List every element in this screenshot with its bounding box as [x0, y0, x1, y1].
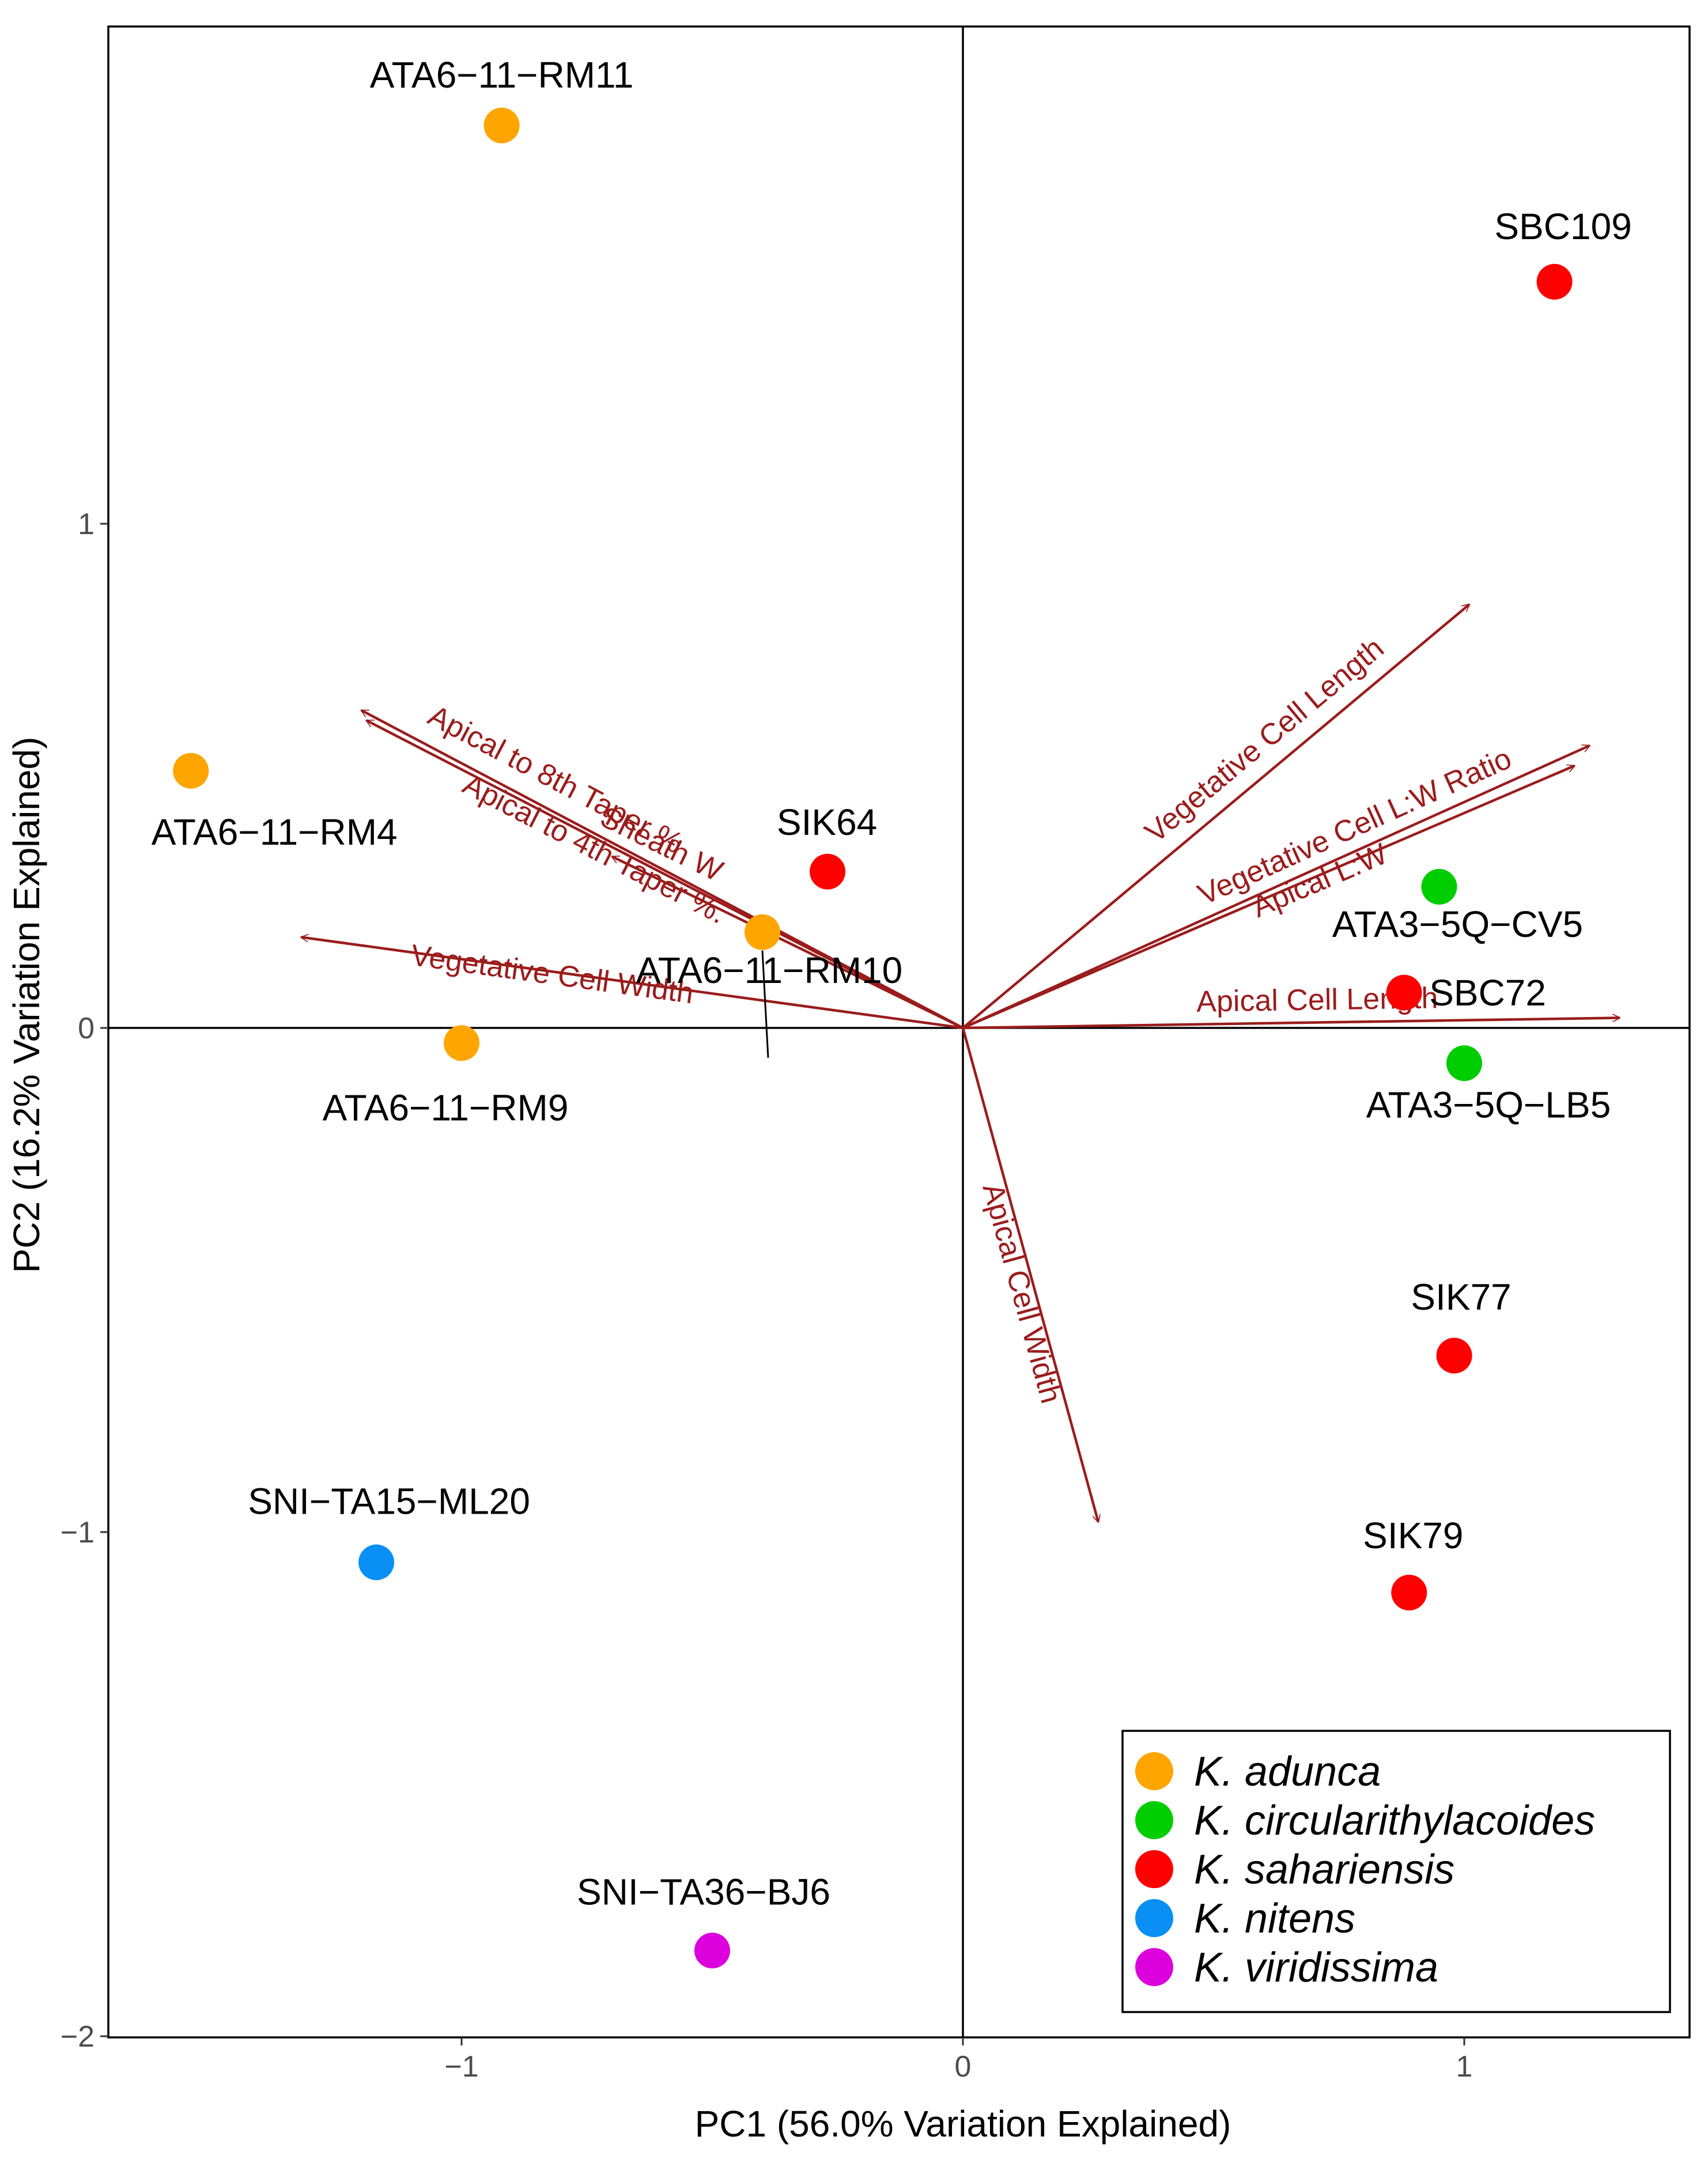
- y-tick-label: −2: [61, 2020, 95, 2054]
- sample-point: [358, 1544, 395, 1580]
- loading-arrow: [366, 719, 964, 1029]
- legend-label: K. sahariensis: [1194, 1847, 1454, 1893]
- x-tick-label: 1: [1456, 2050, 1473, 2083]
- sample-label: SIK64: [777, 801, 877, 843]
- sample-label: SNI−TA15−ML20: [248, 1481, 530, 1522]
- sample-points: [173, 107, 1573, 1969]
- legend-swatch: [1135, 1801, 1173, 1839]
- sample-label: SNI−TA36−BJ6: [577, 1871, 830, 1912]
- x-axis-title: PC1 (56.0% Variation Explained): [695, 2103, 1231, 2145]
- x-tick-label: 0: [955, 2050, 972, 2083]
- y-tick-label: −1: [61, 1516, 95, 1549]
- sample-label: SIK77: [1411, 1276, 1511, 1318]
- sample-label: ATA6−11−RM11: [370, 54, 634, 96]
- sample-point: [745, 914, 780, 950]
- loading-arrow: [962, 744, 1590, 1030]
- y-axis: −2 −1 0 1: [61, 508, 108, 2054]
- legend-swatch: [1135, 1899, 1173, 1937]
- sample-label: SBC109: [1494, 206, 1631, 247]
- sample-point: [810, 853, 846, 890]
- legend-label: K. nitens: [1194, 1896, 1355, 1942]
- sample-point: [1446, 1045, 1482, 1082]
- legend-swatch: [1135, 1752, 1173, 1790]
- y-axis-title: PC2 (16.2% Variation Explained): [6, 737, 47, 1273]
- sample-label: ATA6−11−RM10: [636, 950, 902, 991]
- legend-swatch: [1135, 1850, 1173, 1888]
- loading-arrow: [962, 1018, 1620, 1030]
- sample-labels: ATA6−11−RM11 ATA6−11−RM4 ATA6−11−RM10 ATA6−…: [152, 54, 1632, 1913]
- legend-box: [1121, 1730, 1671, 2013]
- x-axis: −1 0 1: [444, 2037, 1472, 2083]
- sample-point: [1436, 1337, 1472, 1374]
- sample-point: [1391, 1575, 1427, 1610]
- legend-label: K. viridissima: [1194, 1945, 1438, 1991]
- loading-arrow: [301, 937, 963, 1030]
- y-tick-label: 1: [78, 508, 95, 541]
- sample-point: [1421, 869, 1457, 905]
- loading-arrow: [612, 855, 963, 1030]
- sample-label: ATA3−5Q−CV5: [1332, 903, 1583, 945]
- sample-point: [483, 107, 520, 143]
- sample-label: SIK79: [1363, 1515, 1463, 1556]
- sample-point: [444, 1025, 479, 1061]
- sample-label: ATA6−11−RM4: [152, 811, 398, 853]
- plot-border: [107, 25, 1691, 2039]
- sample-label: ATA3−5Q−LB5: [1366, 1084, 1611, 1125]
- sample-label: ATA6−11−RM9: [323, 1087, 569, 1128]
- legend-swatch: [1135, 1948, 1173, 1986]
- loading-arrow: [962, 766, 1574, 1030]
- legend-label: K. circularithylacoides: [1194, 1798, 1595, 1844]
- loading-arrow: [961, 1027, 1098, 1522]
- legend-label: K. adunca: [1194, 1749, 1381, 1795]
- sample-label: SBC72: [1429, 972, 1546, 1014]
- sample-point: [1536, 264, 1573, 300]
- sample-point: [1386, 974, 1422, 1011]
- sample-point: [173, 752, 209, 789]
- y-tick-label: 0: [78, 1012, 95, 1045]
- loading-arrow: [962, 603, 1469, 1029]
- plot-panel: [107, 25, 1691, 2039]
- label-leader-line: [761, 950, 769, 1058]
- x-tick-label: −1: [444, 2050, 478, 2083]
- sample-point: [694, 1933, 730, 1969]
